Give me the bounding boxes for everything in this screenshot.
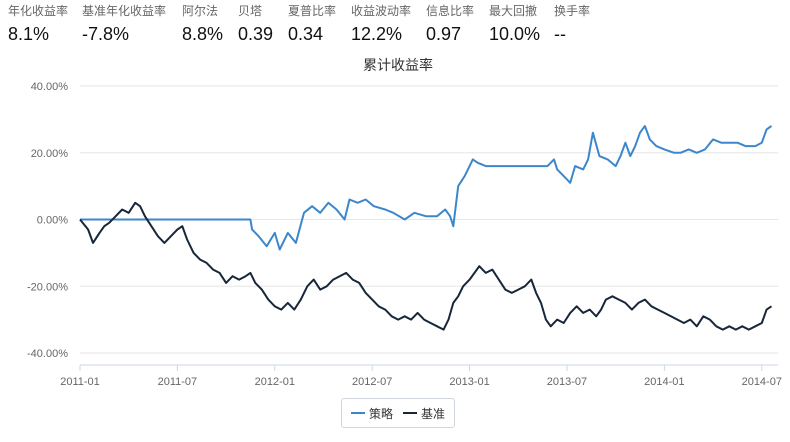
stat-value: 0.39 xyxy=(238,22,273,46)
y-tick-label: -20.00% xyxy=(27,281,68,293)
legend-label-strategy: 策略 xyxy=(369,405,393,422)
stat-value: 0.97 xyxy=(426,22,474,46)
stat-label: 信息比率 xyxy=(426,4,474,18)
x-tick-label: 2014-01 xyxy=(644,376,684,388)
stat-label: 阿尔法 xyxy=(182,4,223,18)
stat-value: 8.8% xyxy=(182,22,223,46)
x-tick-label: 2012-01 xyxy=(255,376,295,388)
legend-swatch-strategy xyxy=(351,412,365,414)
x-axis: 2011-01 2011-07 2012-01 2012-07 2013-01 2013-… xyxy=(60,365,782,388)
series-group xyxy=(80,126,772,330)
legend-item-benchmark[interactable]: 基准 xyxy=(403,405,445,422)
y-tick-label: 20.00% xyxy=(31,148,69,160)
x-tick-label: 2013-07 xyxy=(547,376,587,388)
stat-label: 收益波动率 xyxy=(351,4,411,18)
legend: 策略 基准 xyxy=(341,398,455,428)
stat-label: 最大回撤 xyxy=(489,4,540,18)
x-tick-label: 2013-01 xyxy=(449,376,489,388)
cumulative-return-chart: 累计收益率 40.00% 20.00% 0.00% -20.00% -40.00% 20… xyxy=(0,48,790,393)
y-tick-label: -40.00% xyxy=(27,348,68,360)
y-tick-label: 40.00% xyxy=(31,81,69,93)
stat-turnover: 换手率 -- xyxy=(554,4,590,46)
stat-information-ratio: 信息比率 0.97 xyxy=(426,4,474,46)
stat-max-drawdown: 最大回撤 10.0% xyxy=(489,4,540,46)
stat-label: 基准年化收益率 xyxy=(82,4,166,18)
y-tick-label: 0.00% xyxy=(37,215,68,227)
stat-value: -7.8% xyxy=(82,22,166,46)
stat-beta: 贝塔 0.39 xyxy=(238,4,273,46)
stat-label: 夏普比率 xyxy=(288,4,336,18)
legend-label-benchmark: 基准 xyxy=(421,405,445,422)
stat-value: 12.2% xyxy=(351,22,411,46)
stats-bar: 年化收益率 8.1% 基准年化收益率 -7.8% 阿尔法 8.8% 贝塔 0.3… xyxy=(0,0,790,48)
legend-item-strategy[interactable]: 策略 xyxy=(351,405,393,422)
stat-alpha: 阿尔法 8.8% xyxy=(182,4,223,46)
stat-label: 换手率 xyxy=(554,4,590,18)
stat-benchmark-annual-return: 基准年化收益率 -7.8% xyxy=(82,4,166,46)
x-tick-label: 2012-07 xyxy=(352,376,392,388)
chart-title: 累计收益率 xyxy=(363,57,433,73)
x-tick-label: 2011-01 xyxy=(60,376,100,388)
y-axis: 40.00% 20.00% 0.00% -20.00% -40.00% xyxy=(27,81,68,360)
stat-sharpe: 夏普比率 0.34 xyxy=(288,4,336,46)
stat-value: -- xyxy=(554,22,590,46)
stat-label: 年化收益率 xyxy=(8,4,68,18)
stat-volatility: 收益波动率 12.2% xyxy=(351,4,411,46)
stat-label: 贝塔 xyxy=(238,4,273,18)
x-tick-label: 2014-07 xyxy=(742,376,782,388)
legend-swatch-benchmark xyxy=(403,412,417,414)
stat-value: 0.34 xyxy=(288,22,336,46)
benchmark-line[interactable] xyxy=(80,203,772,330)
stat-annual-return: 年化收益率 8.1% xyxy=(8,4,68,46)
stat-value: 8.1% xyxy=(8,22,68,46)
stat-value: 10.0% xyxy=(489,22,540,46)
x-tick-label: 2011-07 xyxy=(158,376,198,388)
